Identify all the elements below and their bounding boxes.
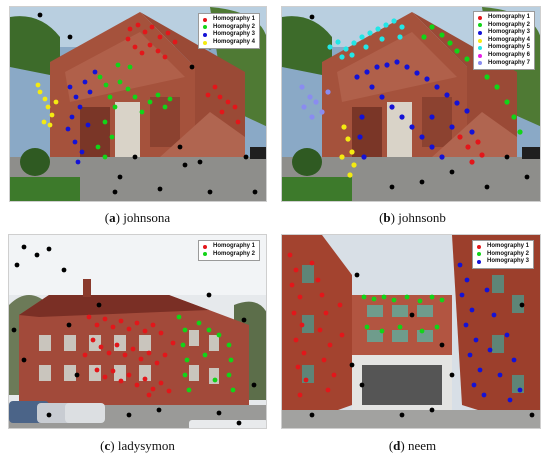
caption-b: (b) johnsonb (379, 210, 446, 225)
legend-label: Homography 4 (487, 36, 530, 43)
legend-label: Homography 1 (212, 243, 255, 249)
feature-points-a (35, 12, 258, 195)
legend-marker-cyan (477, 46, 482, 51)
legend-label: Homography 3 (487, 29, 530, 36)
photo-ladysymon: Homography 1 Homography 2 (8, 234, 267, 429)
legend-label: Homography 3 (212, 31, 255, 38)
legend-c: Homography 1 Homography 2 (197, 240, 260, 262)
legend-item: Homography 3 (476, 258, 529, 266)
legend-item: Homography 1 (202, 243, 255, 251)
legend-label: Homography 7 (487, 59, 530, 66)
caption-letter: a (109, 210, 116, 225)
caption-name: neem (408, 438, 437, 453)
legend-label: Homography 1 (212, 16, 255, 22)
legend-label: Homography 2 (487, 21, 530, 28)
legend-label: Homography 6 (487, 51, 530, 58)
legend-marker-red (202, 244, 207, 249)
legend-label: Homography 2 (486, 250, 529, 257)
feature-points-b (299, 14, 530, 190)
legend-marker-blue (202, 32, 207, 37)
legend-label: Homography 2 (212, 23, 255, 30)
panel-d: Homography 1 Homography 2 Homography 3 (… (275, 228, 550, 456)
legend-label: Homography 1 (487, 14, 530, 20)
building-scene-c (9, 235, 266, 428)
legend-marker-yellow (477, 38, 482, 43)
caption-d: (d) neem (388, 438, 437, 453)
caption-letter: b (383, 210, 391, 225)
feature-points-d (287, 252, 535, 418)
caption-name: johnsonb (398, 210, 446, 225)
legend-marker-yellow (202, 40, 207, 45)
photo-johnsona: Homography 1 Homography 2 Homography 3 H… (9, 6, 267, 202)
legend-marker-green (202, 25, 207, 30)
legend-item: Homography 2 (202, 23, 255, 32)
legend-marker-magenta (477, 53, 482, 58)
legend-marker-green (202, 252, 207, 257)
caption-c: (c) ladysymon (100, 438, 175, 453)
legend-item: Homography 5 (477, 44, 530, 52)
panel-c: Homography 1 Homography 2 (c) ladysymon (0, 228, 275, 456)
legend-item: Homography 3 (202, 31, 255, 39)
legend-b: Homography 1 Homography 2 Homography 3 H… (472, 11, 535, 71)
legend-a: Homography 1 Homography 2 Homography 3 H… (197, 13, 260, 50)
feature-points-c (11, 244, 257, 426)
legend-marker-blue (476, 259, 481, 264)
legend-label: Homography 5 (487, 44, 530, 51)
legend-label: Homography 2 (212, 250, 255, 257)
legend-item: Homography 2 (202, 250, 255, 259)
caption-letter: c (104, 438, 111, 453)
legend-item: Homography 2 (477, 21, 530, 30)
legend-marker-red (477, 15, 482, 20)
legend-item: Homography 4 (202, 38, 255, 47)
legend-item: Homography 7 (477, 59, 530, 68)
legend-item: Homography 6 (477, 51, 530, 60)
legend-item: Homography 4 (477, 36, 530, 45)
caption-letter: d (393, 438, 401, 453)
legend-item: Homography 3 (477, 29, 530, 37)
photo-neem: Homography 1 Homography 2 Homography 3 (281, 234, 541, 429)
legend-marker-lavender (477, 61, 482, 66)
legend-item: Homography 1 (476, 243, 529, 251)
panel-b: Homography 1 Homography 2 Homography 3 H… (275, 0, 550, 228)
legend-label: Homography 4 (212, 38, 255, 45)
legend-label: Homography 3 (486, 258, 529, 265)
legend-item: Homography 1 (477, 14, 530, 22)
legend-d: Homography 1 Homography 2 Homography 3 (471, 240, 534, 269)
caption-a: (a) johnsona (104, 210, 171, 225)
caption-name: johnsona (123, 210, 171, 225)
legend-marker-blue (477, 30, 482, 35)
panel-a: Homography 1 Homography 2 Homography 3 H… (0, 0, 275, 228)
photo-johnsonb: Homography 1 Homography 2 Homography 3 H… (281, 6, 541, 202)
legend-label: Homography 1 (486, 243, 529, 249)
legend-marker-red (476, 244, 481, 249)
legend-item: Homography 1 (202, 16, 255, 24)
caption-name: ladysymon (117, 438, 175, 453)
legend-item: Homography 2 (476, 250, 529, 259)
legend-marker-green (477, 23, 482, 28)
legend-marker-red (202, 17, 207, 22)
building-scene-b (282, 7, 540, 201)
legend-marker-green (476, 252, 481, 257)
